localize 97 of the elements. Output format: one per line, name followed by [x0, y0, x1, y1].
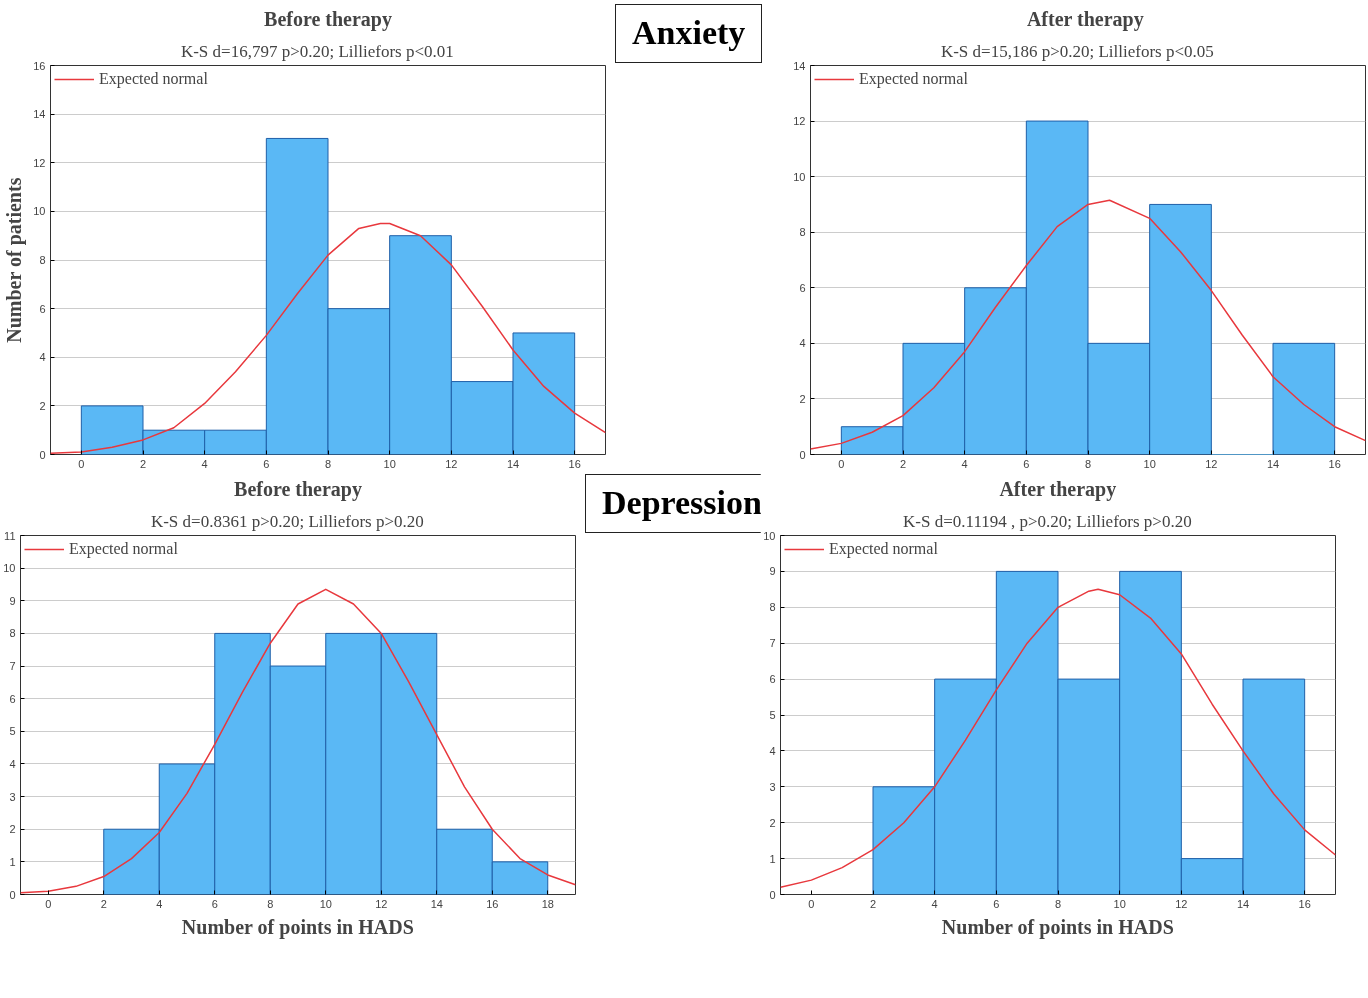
- y-tick-label: 10: [3, 562, 16, 575]
- line-series: [810, 199, 1366, 450]
- x-axis-title: Number of points in HADS: [941, 915, 1174, 939]
- y-tick-label: 9: [9, 594, 16, 607]
- x-tick-label: 14: [1266, 457, 1280, 470]
- x-tick-label: 14: [1236, 897, 1250, 910]
- y-tick-label: 2: [9, 823, 16, 836]
- x-tick-label: 16: [568, 457, 581, 470]
- legend-label: Expected normal: [829, 540, 938, 558]
- x-tick-label: 0: [808, 897, 815, 910]
- x-tick-label: 6: [263, 457, 270, 470]
- chart-title: After therapy: [1026, 7, 1144, 31]
- y-tick-label: 2: [39, 399, 46, 412]
- text: Depression: [602, 484, 762, 521]
- chart-title: Before therapy: [234, 477, 362, 501]
- x-tick-label: 12: [1175, 897, 1188, 910]
- x-tick-label: 10: [1143, 457, 1156, 470]
- x-tick-label: 0: [78, 457, 85, 470]
- legend-label: Expected normal: [99, 70, 208, 88]
- y-tick-label: 1: [769, 852, 776, 865]
- x-tick-label: 8: [267, 897, 274, 910]
- x-axis-title: Number of points in HADS: [181, 915, 414, 939]
- y-tick-label: 8: [9, 627, 16, 640]
- x-tick-label: 16: [1298, 897, 1311, 910]
- y-tick-label: 7: [9, 660, 16, 673]
- y-tick-label: 1: [9, 855, 16, 868]
- y-tick-label: 10: [33, 205, 46, 218]
- y-tick-label: 2: [799, 392, 806, 405]
- chart-subtitle: K-S d=0.11194 , p>0.20; Lilliefors p>0.20: [903, 511, 1192, 531]
- x-tick-label: 16: [486, 897, 499, 910]
- text: Anxiety: [615, 4, 763, 63]
- x-tick-label: 0: [838, 457, 845, 470]
- x-tick-label: 6: [1023, 457, 1030, 470]
- chart-subtitle: K-S d=15,186 p>0.20; Lilliefors p<0.05: [940, 41, 1214, 61]
- y-tick-label: 3: [769, 780, 776, 793]
- x-tick-label: 14: [506, 457, 520, 470]
- y-tick-label: 8: [39, 254, 46, 266]
- y-tick-label: 5: [9, 725, 16, 738]
- x-tick-label: 8: [1054, 897, 1062, 910]
- y-tick-label: 10: [793, 170, 806, 183]
- y-tick-label: 4: [799, 337, 806, 350]
- y-tick-label: 12: [33, 156, 46, 169]
- x-tick-label: 2: [869, 897, 877, 910]
- y-tick-label: 8: [799, 226, 806, 239]
- x-tick-label: 14: [430, 897, 443, 910]
- chart-title: After therapy: [999, 477, 1117, 501]
- y-tick-label: 4: [769, 744, 776, 757]
- x-tick-label: 2: [899, 457, 907, 470]
- chart-title: Before therapy: [264, 7, 392, 31]
- y-tick-label: 16: [33, 59, 46, 72]
- x-tick-label: 6: [211, 897, 218, 910]
- y-tick-label: 4: [39, 351, 46, 364]
- x-tick-label: 8: [1084, 457, 1092, 470]
- x-tick-label: 16: [1328, 457, 1341, 470]
- y-tick-label: 6: [39, 302, 46, 315]
- y-tick-label: 7: [769, 637, 776, 650]
- x-tick-label: 10: [1113, 897, 1126, 910]
- y-axis-title: Number of patients: [3, 177, 27, 343]
- y-tick-label: 3: [9, 790, 16, 803]
- y-tick-label: 2: [769, 816, 776, 829]
- x-tick-label: 6: [993, 897, 1000, 910]
- y-tick-label: 8: [769, 601, 776, 614]
- y-tick-label: 0: [9, 888, 16, 901]
- y-tick-label: 6: [769, 673, 776, 686]
- y-tick-label: 0: [769, 888, 776, 901]
- x-tick-label: 10: [383, 457, 396, 470]
- y-tick-label: 11: [4, 529, 16, 542]
- x-tick-label: 4: [156, 897, 163, 910]
- y-tick-label: 10: [763, 529, 776, 542]
- y-tick-label: 0: [39, 448, 46, 461]
- x-tick-label: 12: [445, 457, 458, 470]
- x-tick-label: 12: [375, 897, 388, 910]
- chart-subtitle: K-S d=16,797 p>0.20; Lilliefors p<0.01: [180, 41, 454, 61]
- x-tick-label: 4: [201, 457, 208, 470]
- y-tick-label: 4: [9, 757, 16, 770]
- x-tick-label: 8: [324, 457, 332, 470]
- x-tick-label: 4: [961, 457, 968, 470]
- x-tick-label: 10: [319, 897, 332, 910]
- line-series: [20, 588, 576, 894]
- line-series: [780, 588, 1336, 889]
- y-tick-label: 5: [769, 709, 776, 721]
- y-tick-label: 14: [793, 59, 806, 72]
- y-tick-label: 6: [9, 692, 16, 705]
- y-tick-label: 0: [799, 448, 806, 461]
- x-tick-label: 4: [931, 897, 938, 910]
- x-tick-label: 2: [139, 457, 147, 470]
- x-tick-label: 2: [100, 897, 107, 910]
- x-tick-label: 12: [1205, 457, 1218, 470]
- y-tick-label: 6: [799, 281, 806, 294]
- y-tick-label: 14: [33, 108, 46, 121]
- legend-label: Expected normal: [859, 70, 968, 88]
- y-tick-label: 12: [793, 115, 806, 128]
- y-tick-label: 9: [769, 565, 776, 578]
- x-tick-label: 18: [541, 897, 554, 910]
- line-series: [50, 222, 606, 455]
- legend-label: Expected normal: [69, 540, 178, 558]
- chart-subtitle: K-S d=0.8361 p>0.20; Lilliefors p>0.20: [150, 511, 424, 531]
